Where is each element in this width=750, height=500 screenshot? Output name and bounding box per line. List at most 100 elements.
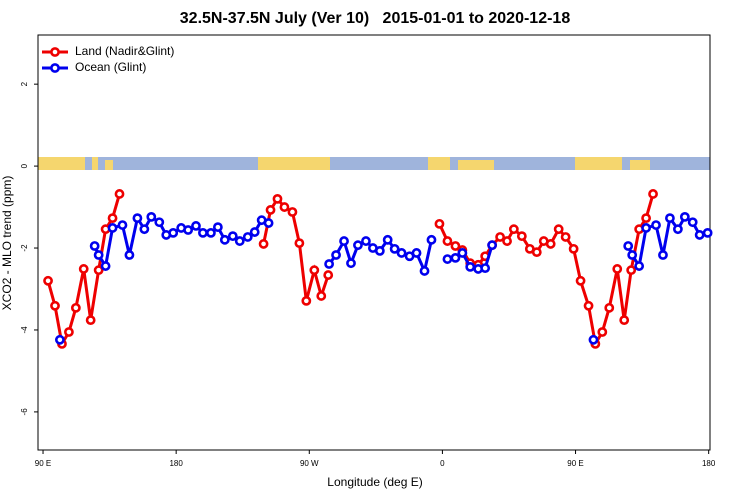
- data-point: [426, 234, 437, 245]
- data-point: [323, 270, 334, 280]
- data-point: [353, 240, 363, 251]
- data-point: [502, 236, 512, 246]
- data-point: [316, 291, 327, 301]
- data-point: [279, 202, 290, 212]
- data-point: [641, 223, 651, 233]
- chart-title: 32.5N-37.5N July (Ver 10) 2015-01-01 to …: [180, 10, 571, 27]
- data-point: [100, 261, 111, 271]
- land-band: [258, 157, 330, 170]
- data-point: [465, 261, 476, 272]
- data-point: [516, 231, 527, 242]
- data-point: [309, 265, 320, 276]
- x-tick-label: 180: [169, 459, 183, 468]
- data-point: [623, 241, 634, 251]
- data-point: [382, 234, 393, 245]
- data-point: [227, 231, 238, 242]
- data-point: [124, 250, 135, 260]
- data-point: [301, 295, 312, 306]
- land-band: [38, 157, 85, 170]
- data-point: [588, 334, 599, 345]
- legend-label: Ocean (Glint): [75, 60, 146, 74]
- legend-marker: [50, 47, 60, 57]
- data-point: [651, 220, 661, 230]
- data-point: [107, 223, 118, 233]
- x-axis-label: Longitude (deg E): [327, 475, 422, 489]
- data-point: [154, 217, 165, 228]
- data-point: [242, 232, 253, 242]
- data-point: [50, 300, 60, 311]
- y-tick-label: -2: [20, 244, 29, 252]
- data-point: [627, 250, 638, 260]
- data-point: [545, 239, 556, 249]
- y-tick-label: -6: [20, 408, 29, 416]
- data-point: [658, 250, 668, 260]
- data-point: [70, 302, 81, 313]
- data-point: [78, 264, 89, 274]
- data-point: [687, 217, 698, 228]
- data-point: [419, 266, 430, 276]
- land-band: [105, 160, 113, 170]
- data-point: [442, 254, 453, 264]
- data-point: [263, 218, 274, 228]
- data-point: [531, 247, 542, 258]
- data-point: [487, 240, 498, 251]
- data-point: [575, 275, 586, 286]
- data-point: [480, 263, 491, 274]
- data-point: [495, 232, 506, 242]
- data-point: [396, 248, 407, 258]
- data-point: [411, 248, 422, 258]
- legend-marker: [50, 63, 60, 73]
- data-point: [93, 265, 104, 276]
- land-band: [575, 157, 622, 170]
- legend-label: Land (Nadir&Glint): [75, 44, 174, 58]
- y-tick-label: 2: [20, 81, 29, 86]
- data-point: [85, 315, 96, 326]
- data-point: [694, 230, 705, 240]
- data-point: [339, 236, 349, 246]
- data-point: [450, 252, 461, 263]
- data-point: [457, 248, 468, 258]
- data-point: [597, 327, 608, 337]
- data-point: [434, 218, 445, 229]
- data-point: [93, 250, 104, 260]
- data-point: [665, 213, 675, 224]
- data-point: [641, 213, 651, 224]
- data-point: [219, 234, 230, 245]
- data-point: [346, 258, 356, 269]
- data-point: [183, 225, 194, 235]
- data-point: [139, 224, 150, 235]
- land-ocean-strip: [38, 157, 710, 170]
- ocean-band: [38, 157, 710, 170]
- data-point: [634, 261, 645, 271]
- data-point: [234, 236, 245, 246]
- series: [54, 211, 713, 345]
- data-point: [294, 238, 305, 249]
- data-point: [249, 227, 260, 237]
- x-tick-label: 90 W: [300, 459, 319, 468]
- data-point: [168, 227, 179, 238]
- data-point: [508, 224, 519, 235]
- data-point: [132, 213, 143, 224]
- data-point: [604, 302, 615, 313]
- data-point: [612, 264, 623, 274]
- y-tick-label: 0: [20, 163, 29, 168]
- data-point: [450, 241, 461, 251]
- data-point: [553, 224, 564, 235]
- data-point: [702, 227, 713, 238]
- data-point: [331, 250, 341, 260]
- data-point: [324, 259, 335, 269]
- data-point: [389, 243, 400, 254]
- data-point: [648, 189, 658, 199]
- data-point: [679, 211, 690, 222]
- data-point: [89, 241, 100, 251]
- y-axis-label: XCO2 - MLO trend (ppm): [0, 176, 14, 311]
- data-point: [560, 232, 571, 242]
- data-point: [107, 213, 118, 224]
- data-point: [191, 221, 201, 231]
- data-point: [583, 300, 594, 311]
- data-point: [146, 211, 157, 222]
- land-band: [92, 157, 98, 170]
- land-band: [630, 160, 650, 170]
- data-point: [212, 222, 223, 233]
